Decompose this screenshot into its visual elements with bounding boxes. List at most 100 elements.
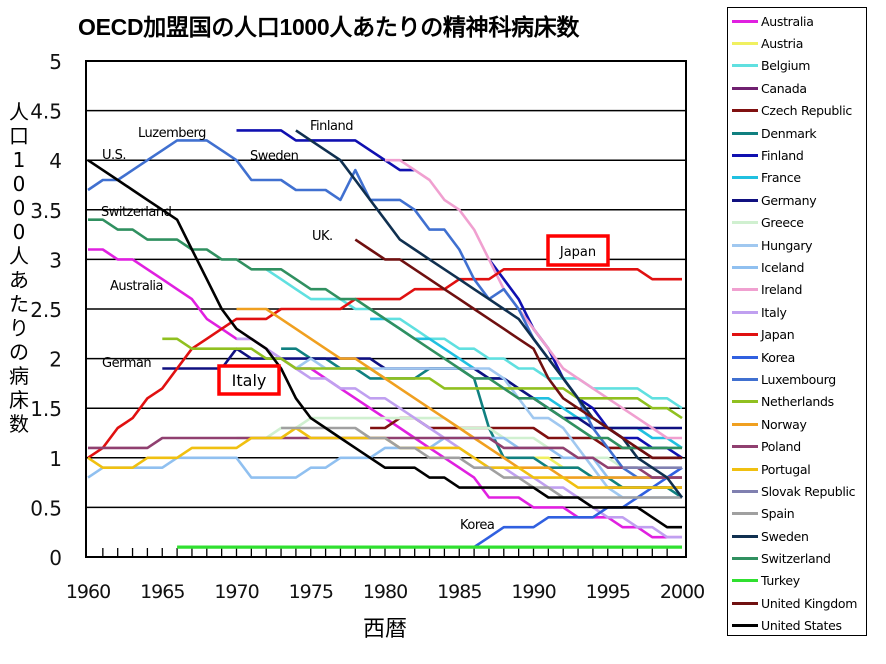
series-line-luxembourg <box>87 139 682 479</box>
series-line-korea <box>473 466 683 549</box>
legend-swatch <box>732 154 758 158</box>
series-line-japan <box>87 268 682 459</box>
y-tick-label: 3 <box>49 248 62 272</box>
x-tick-label: 1960 <box>66 581 110 603</box>
y-tick-label: 0.5 <box>30 496 62 520</box>
annotation-label: Finland <box>310 119 353 134</box>
legend-label: Slovak Republic <box>761 483 856 499</box>
legend-label: Australia <box>761 13 814 29</box>
series-line-denmark <box>281 347 683 499</box>
legend-item: Greece <box>728 212 866 234</box>
legend-item: Poland <box>728 435 866 457</box>
y-axis-label-char: 床 <box>9 388 29 412</box>
legend-item: Australia <box>728 10 866 32</box>
legend-item: Ireland <box>728 279 866 301</box>
legend-label: Czech Republic <box>761 103 852 119</box>
legend-swatch <box>732 221 758 225</box>
legend-item: Hungary <box>728 234 866 256</box>
x-tick-label: 1990 <box>511 581 555 603</box>
legend-swatch <box>732 467 758 471</box>
y-axis-label-char: 人 <box>9 244 29 268</box>
legend-swatch <box>732 400 758 404</box>
legend-swatch <box>732 288 758 292</box>
annotation-box <box>546 234 610 267</box>
legend-label: Turkey <box>761 573 800 589</box>
y-tick-label: 1.5 <box>30 397 62 421</box>
legend-item: Korea <box>728 346 866 368</box>
y-axis-label-char: り <box>9 316 29 340</box>
series-line-united-kingdom <box>354 238 682 460</box>
legend-item: Portugal <box>728 458 866 480</box>
y-axis-label-char: あ <box>9 268 29 292</box>
y-tick-label: 0 <box>49 546 62 570</box>
legend-swatch <box>732 198 758 202</box>
x-axis-label: 西暦 <box>363 617 407 642</box>
legend-item: Czech Republic <box>728 100 866 122</box>
annotation-label: UK. <box>312 229 333 244</box>
legend-item: Norway <box>728 413 866 435</box>
y-axis-label-char: 数 <box>9 412 29 436</box>
legend-swatch <box>732 512 758 516</box>
y-axis-label-char: 人 <box>9 100 29 124</box>
y-axis-label-char: 0 <box>12 172 26 196</box>
x-tick-label: 2000 <box>660 581 704 603</box>
annotation-label: German <box>102 356 151 371</box>
legend-label: Sweden <box>761 528 809 544</box>
annotation-box <box>217 364 281 396</box>
legend-swatch <box>732 176 758 180</box>
legend-label: Netherlands <box>761 394 834 410</box>
series-line-switzerland <box>88 218 682 450</box>
legend-label: Japan <box>761 327 795 343</box>
x-tick-label: 1995 <box>586 581 630 603</box>
legend-swatch <box>732 19 758 23</box>
y-axis-label-char: た <box>9 292 29 316</box>
series-line-norway <box>236 307 682 479</box>
legend-swatch <box>732 355 758 359</box>
legend-item: Luxembourg <box>728 368 866 390</box>
legend-item: Netherlands <box>728 391 866 413</box>
legend-label: France <box>761 170 801 186</box>
annotation-label: U.S. <box>102 148 126 163</box>
legend-swatch <box>732 377 758 381</box>
legend-swatch <box>732 265 758 269</box>
legend-swatch <box>732 310 758 314</box>
legend-item: United Kingdom <box>728 592 866 614</box>
legend-swatch <box>732 422 758 426</box>
series-lines <box>87 129 684 549</box>
legend-label: Norway <box>761 416 807 432</box>
legend-swatch <box>732 445 758 449</box>
x-tick-label: 1980 <box>363 581 407 603</box>
legend-swatch <box>732 64 758 68</box>
legend-swatch <box>732 243 758 247</box>
annotation-label: Switzerland <box>101 205 172 220</box>
legend-label: Canada <box>761 80 807 96</box>
legend-swatch <box>732 534 758 538</box>
legend-item: Iceland <box>728 256 866 278</box>
x-minor-ticks <box>102 548 668 557</box>
y-tick-label: 2 <box>49 348 62 372</box>
plot-frame <box>85 60 687 558</box>
annotation-label: Australia <box>110 279 163 294</box>
annotation-label: Sweden <box>250 149 299 164</box>
legend-item: United States <box>728 615 866 637</box>
series-line-belgium <box>265 268 683 410</box>
legend-item: Italy <box>728 301 866 323</box>
legend-item: Spain <box>728 503 866 525</box>
series-line-australia <box>88 248 682 539</box>
legend-swatch <box>732 42 758 46</box>
annotation-label: Italy <box>232 371 267 390</box>
y-axis-label-char: 口 <box>9 124 29 148</box>
legend-item: Turkey <box>728 570 866 592</box>
x-tick-label: 1965 <box>140 581 184 603</box>
legend-item: France <box>728 167 866 189</box>
y-tick-label: 4 <box>49 149 62 173</box>
legend-label: Iceland <box>761 259 805 275</box>
annotation-label: Japan <box>559 245 596 260</box>
legend-label: Ireland <box>761 282 803 298</box>
legend-swatch <box>732 333 758 337</box>
legend-item: Belgium <box>728 55 866 77</box>
y-axis-label-char: の <box>9 340 29 364</box>
legend-item: Japan <box>728 323 866 345</box>
legend-item: Denmark <box>728 122 866 144</box>
